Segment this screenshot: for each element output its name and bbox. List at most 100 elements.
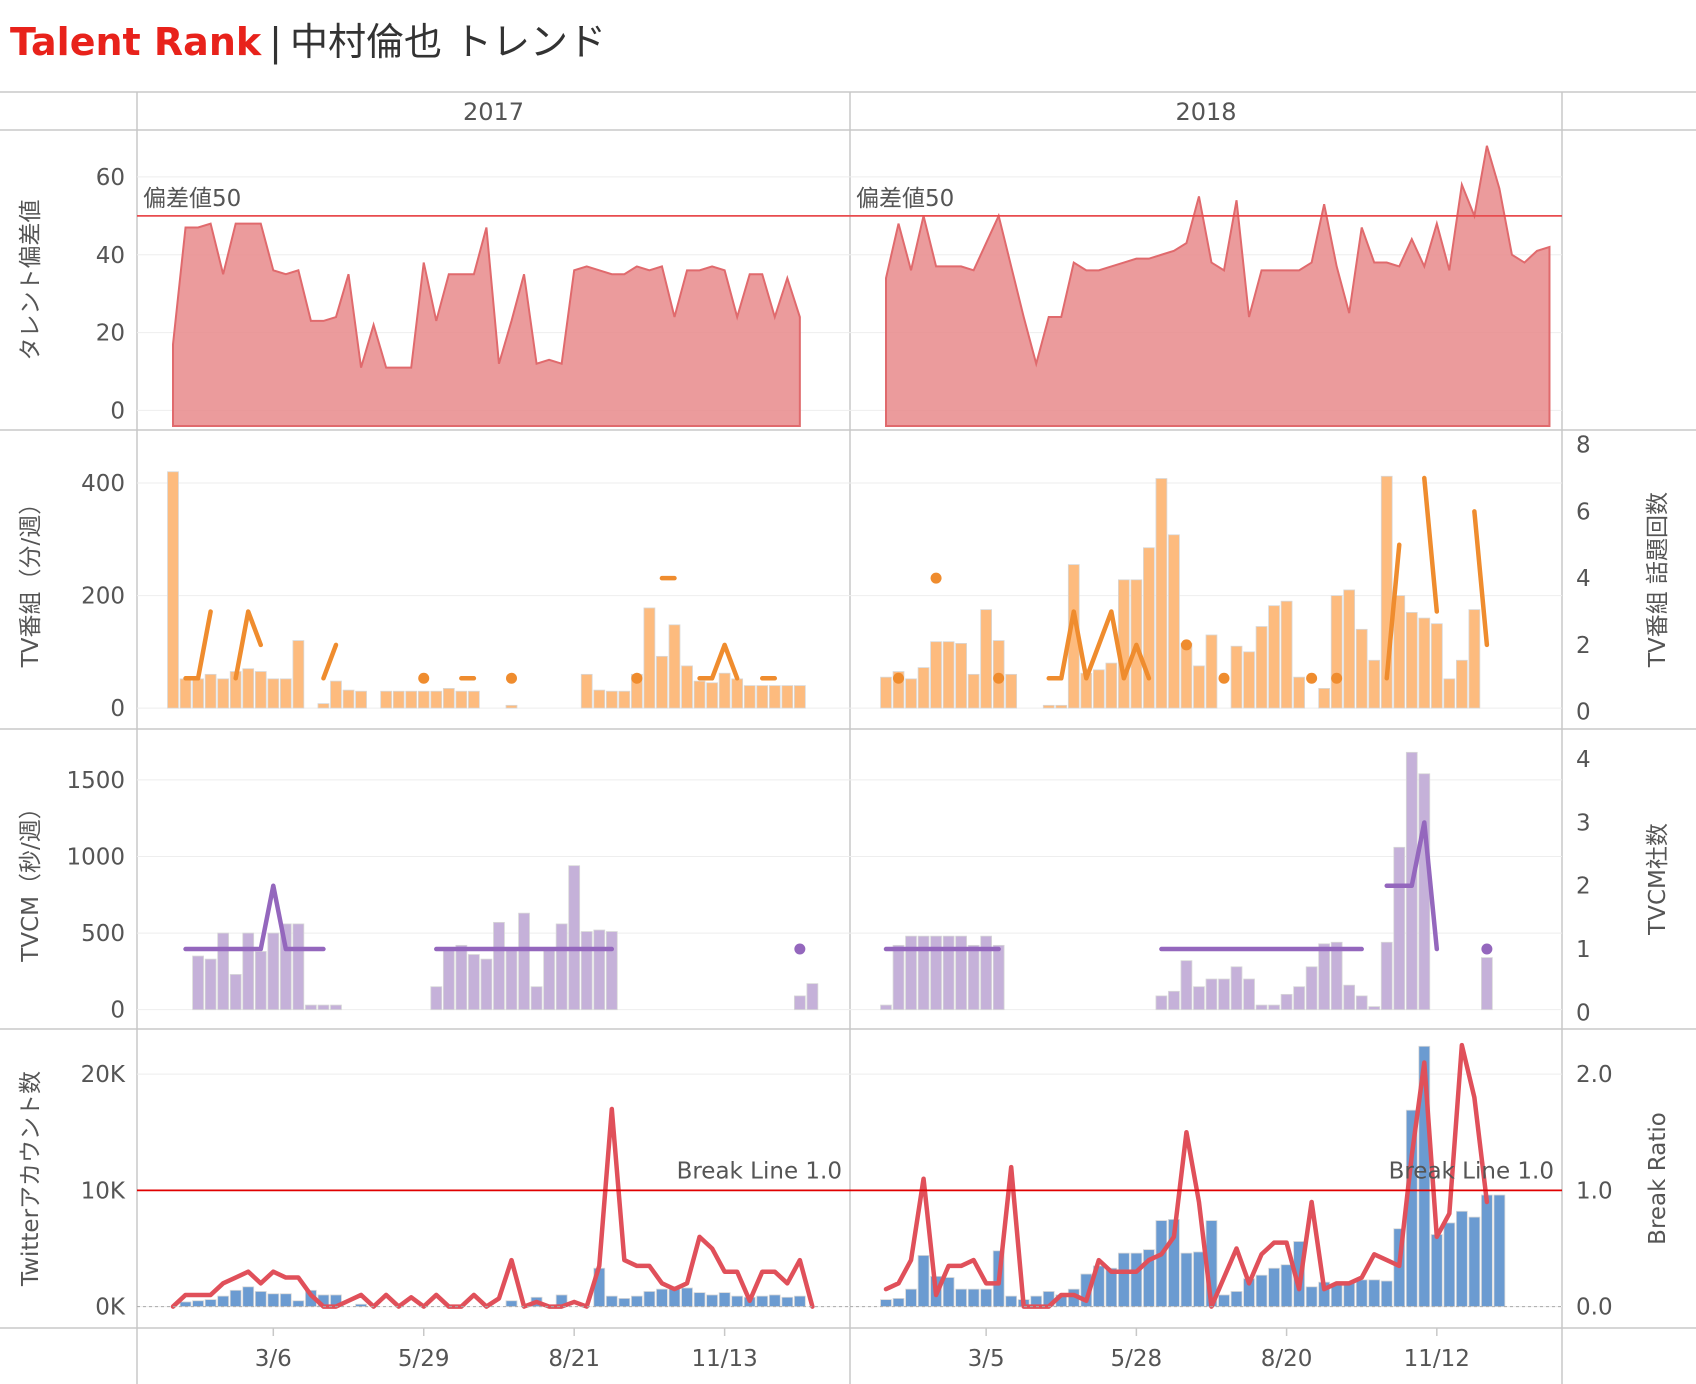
bar xyxy=(880,1299,892,1307)
panel-tvcm-2017 xyxy=(183,865,819,1011)
bar xyxy=(643,607,656,709)
bar xyxy=(618,1298,631,1307)
bar xyxy=(1205,978,1218,1011)
bar xyxy=(179,678,192,709)
bar xyxy=(1493,1194,1506,1307)
line-point xyxy=(1481,943,1493,955)
bar xyxy=(1230,1291,1243,1307)
bar xyxy=(455,944,468,1011)
bar xyxy=(806,983,819,1011)
line-point xyxy=(418,672,430,684)
y2-tick-label: 0.0 xyxy=(1576,1295,1613,1321)
bar xyxy=(580,673,593,709)
y-axis-title: タレント偏差値 xyxy=(18,200,44,361)
bar xyxy=(505,948,518,1011)
line-segment xyxy=(233,609,264,681)
column-header-2017: 2017 xyxy=(463,98,524,126)
bar xyxy=(1368,659,1381,709)
bar xyxy=(1193,1251,1205,1307)
panel-tv-2017 xyxy=(167,471,806,709)
reference-line-label: Break Line 1.0 xyxy=(677,1158,842,1184)
y2-tick-label: 2.0 xyxy=(1576,1062,1613,1088)
bar xyxy=(781,685,794,709)
bar xyxy=(518,912,530,1011)
y-tick-label: 20 xyxy=(96,321,125,347)
brand-label: Talent Rank xyxy=(10,20,262,64)
y2-tick-label: 4 xyxy=(1576,566,1591,592)
bar xyxy=(955,935,967,1011)
bar xyxy=(668,624,681,709)
bar xyxy=(1355,995,1368,1011)
bar xyxy=(1255,1004,1268,1011)
y2-tick-label: 2 xyxy=(1576,633,1591,659)
y-tick-label: 1500 xyxy=(66,768,125,794)
bar xyxy=(1418,773,1431,1011)
dashboard-title: Talent Rank | 中村倫也 トレンド xyxy=(10,18,606,66)
y-axis-title: TVCM（秒/週） xyxy=(18,796,44,962)
bar xyxy=(1005,673,1018,709)
bar xyxy=(905,678,917,709)
bar xyxy=(605,1295,618,1307)
area-series xyxy=(885,145,1551,427)
bar xyxy=(955,1288,967,1307)
bar xyxy=(505,1300,518,1307)
bar xyxy=(967,944,980,1011)
reference-line-label: Break Line 1.0 xyxy=(1389,1158,1554,1184)
bar xyxy=(192,1300,204,1307)
bar xyxy=(1042,704,1055,709)
bar xyxy=(793,995,806,1011)
line-point xyxy=(930,572,942,584)
bar xyxy=(242,1286,255,1307)
bar xyxy=(254,951,267,1011)
bar xyxy=(892,671,905,709)
line-point xyxy=(1331,672,1343,684)
bar xyxy=(1405,612,1418,709)
bar xyxy=(1343,1281,1356,1307)
y-tick-label: 1000 xyxy=(66,844,125,870)
bar xyxy=(693,1292,706,1307)
bar xyxy=(1193,986,1205,1011)
bar xyxy=(279,1293,292,1307)
bar xyxy=(643,1291,656,1307)
bar xyxy=(1218,978,1230,1011)
bar xyxy=(930,641,942,709)
bar xyxy=(980,935,993,1011)
bar xyxy=(917,667,930,709)
bar xyxy=(942,935,955,1011)
bar xyxy=(442,688,455,709)
bar xyxy=(1418,617,1431,709)
bar xyxy=(417,690,430,709)
bar xyxy=(1343,984,1356,1011)
bar xyxy=(317,703,330,709)
bar xyxy=(980,1288,993,1307)
bar xyxy=(1005,1295,1018,1307)
bar xyxy=(1355,1279,1368,1307)
y-tick-label: 0K xyxy=(95,1295,126,1321)
y-tick-label: 20K xyxy=(81,1062,126,1088)
bar xyxy=(1418,1045,1431,1307)
bar xyxy=(930,935,942,1011)
bar xyxy=(543,948,555,1011)
bar xyxy=(1268,1267,1280,1307)
bar xyxy=(1343,589,1356,709)
bar xyxy=(1143,1249,1155,1307)
bar xyxy=(1330,595,1343,709)
y2-axis-title: TV番組 話題回数 xyxy=(1645,492,1671,668)
bar xyxy=(905,935,917,1011)
bar xyxy=(1180,1252,1193,1307)
bar xyxy=(267,1293,280,1307)
bar xyxy=(892,1298,905,1307)
bar xyxy=(204,958,217,1011)
bar xyxy=(493,921,505,1011)
bar xyxy=(793,685,806,709)
y2-tick-label: 3 xyxy=(1576,810,1591,836)
panel-tv-2018 xyxy=(880,475,1490,709)
line-point xyxy=(1218,672,1230,684)
bar xyxy=(430,690,443,709)
bar xyxy=(1092,669,1105,709)
bar xyxy=(305,1004,317,1011)
line-point xyxy=(631,672,643,684)
line-segment xyxy=(1472,509,1490,648)
y-tick-label: 40 xyxy=(96,243,125,269)
